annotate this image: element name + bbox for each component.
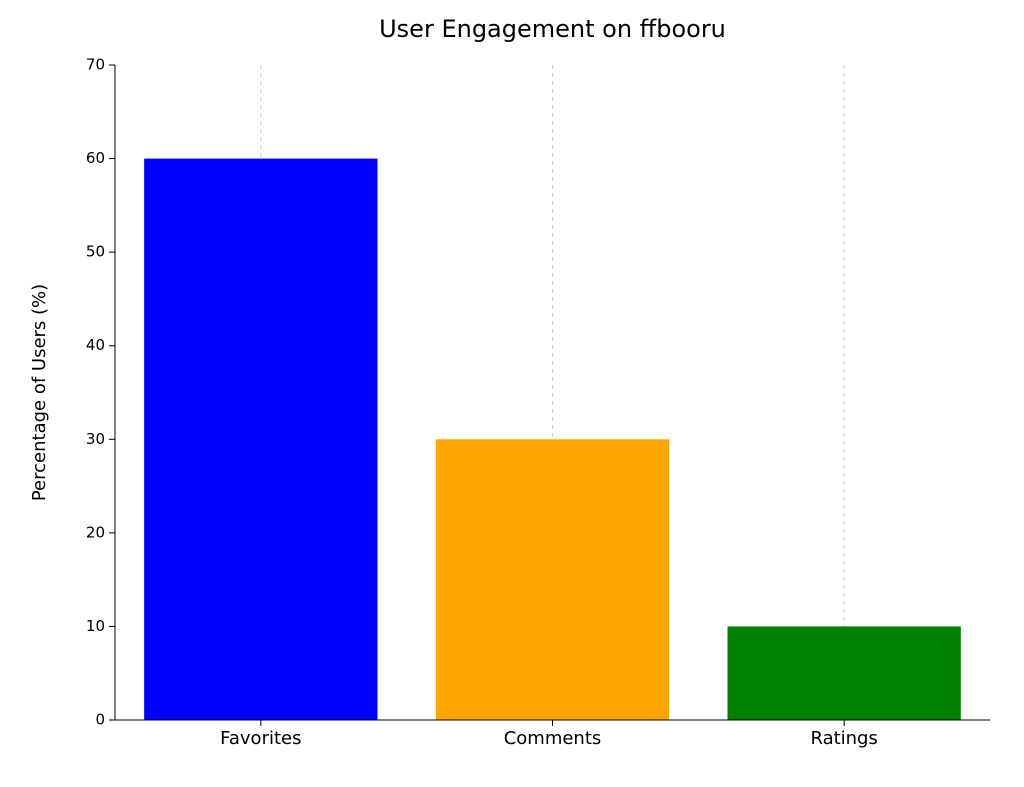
y-tick-label: 50 [86, 243, 105, 261]
y-tick-label: 70 [86, 56, 105, 74]
x-tick-label: Comments [504, 728, 602, 749]
chart-title: User Engagement on ffbooru [379, 15, 726, 43]
bar-chart: 0 10 20 30 40 50 60 70 Favorites Comments Ratings P… [0, 0, 1024, 787]
y-axis-label: Percentage of Users (%) [29, 284, 50, 501]
bar [436, 439, 669, 720]
bar [728, 626, 961, 720]
y-tick-label: 10 [86, 617, 105, 635]
x-tick-label: Ratings [810, 728, 877, 749]
bar [144, 159, 377, 720]
y-tick-label: 0 [95, 711, 105, 729]
x-tick-label: Favorites [220, 728, 301, 749]
y-tick-label: 20 [86, 523, 105, 541]
y-tick-label: 40 [86, 336, 105, 354]
y-tick-label: 30 [86, 430, 105, 448]
y-tick-label: 60 [86, 149, 105, 167]
chart-container: 0 10 20 30 40 50 60 70 Favorites Comments Ratings P… [0, 0, 1024, 787]
